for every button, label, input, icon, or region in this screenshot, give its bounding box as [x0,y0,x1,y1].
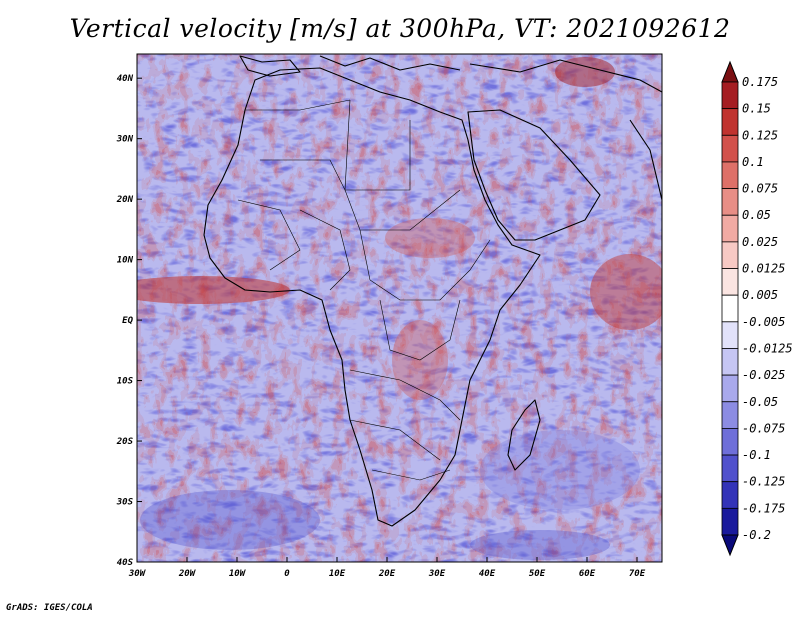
colorbar-segment [721,401,739,429]
colorbar-label: 0.175 [742,75,778,89]
lat-tick-label: 40N [117,74,134,84]
lat-tick-label: 10N [117,256,134,266]
lon-tick-label: 10E [329,569,346,579]
colorbar-label: -0.0125 [742,341,793,355]
colorbar-segment [721,81,739,110]
lon-tick-label: 30W [128,569,147,579]
colorbar-label: -0.075 [742,421,785,435]
lat-tick-label: 30N [116,135,134,145]
colorbar-segment [721,188,739,216]
colorbar-segment [721,134,739,163]
colorbar-segment [721,161,739,189]
footer-credit: GrADS: IGES/COLA [6,603,93,613]
colorbar-label: 0.05 [742,208,771,222]
colorbar-segment [721,214,739,243]
colorbar-label: -0.175 [742,501,785,515]
lon-tick-label: 30E [428,569,446,579]
colorbar-label: -0.1 [742,448,771,462]
colorbar-segment [721,108,739,136]
colorbar-label: 0.025 [742,235,778,249]
lat-tick-label: 20S [116,437,134,447]
colorbar-label: 0.125 [742,128,778,142]
axes: 30W 20W 10W 0 10E 20E 30E 40E 50E 60E 70E 40N 30N 20N… [116,74,646,579]
velocity-field [137,54,662,562]
lon-tick-label: 20E [378,569,396,579]
chart-title: Vertical velocity [m/s] at 300hPa, VT: 2… [69,14,731,43]
lat-tick-label: 30S [116,498,134,508]
country-borders [237,99,491,481]
lon-tick-label: 50E [529,569,546,579]
colorbar-segment [721,241,739,269]
colorbar-label: 0.005 [742,288,778,302]
lon-tick-label: 20W [178,569,197,579]
colorbar-segment [721,374,739,403]
lat-tick-label: 10S [117,377,134,387]
colorbar-segment [721,481,739,509]
colorbar-segment [721,507,739,536]
colorbar-label: -0.005 [742,315,785,329]
colorbar-label: 0.0125 [742,262,785,276]
coastlines [203,55,662,527]
colorbar-segment [721,348,739,376]
lon-tick-label: 60E [579,569,596,579]
plot-frame [136,53,663,563]
lon-tick-label: 0 [284,569,290,579]
lat-tick-label: EQ [122,316,133,326]
colorbar-label: 0.1 [742,155,764,169]
colorbar-segment [721,321,739,349]
colorbar-label: 0.075 [742,182,778,196]
colorbar-segment [721,294,739,323]
colorbar-top-arrow [721,60,739,83]
lon-tick-label: 40E [479,569,496,579]
colorbar: 0.175 0.15 0.125 0.1 0.075 0.05 0.025 0.0125 0.0… [721,60,793,557]
lat-tick-label: 40S [117,558,134,568]
lon-tick-label: 70E [629,569,646,579]
colorbar-segment [721,268,739,296]
colorbar-label: -0.125 [742,475,785,489]
colorbar-label: -0.025 [742,368,785,382]
colorbar-segment [721,454,739,483]
colorbar-bottom-arrow [721,534,739,557]
colorbar-label: -0.2 [742,528,771,542]
lat-tick-label: 20N [116,195,134,205]
lon-tick-label: 10W [229,569,247,579]
colorbar-segment [721,428,739,456]
colorbar-label: 0.15 [742,102,771,116]
colorbar-label: -0.05 [742,395,778,409]
